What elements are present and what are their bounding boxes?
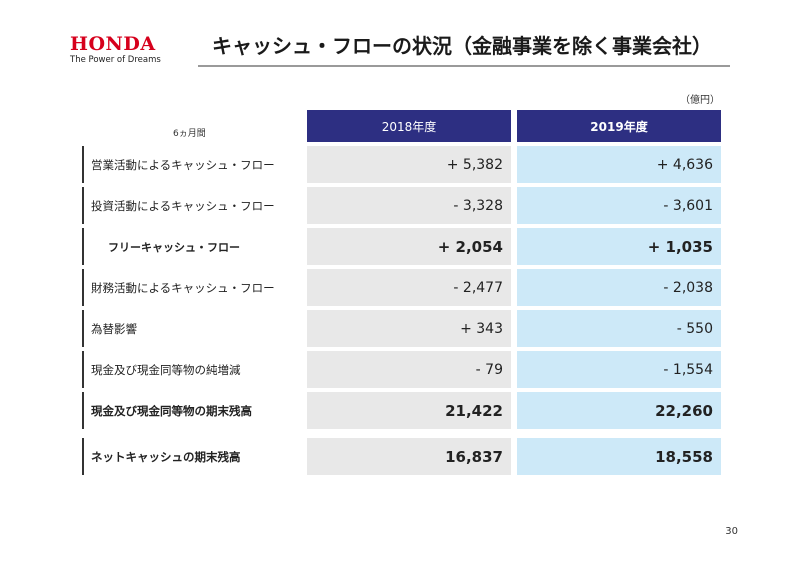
column-header-2019: 2019年度: [517, 110, 721, 142]
row-label: 財務活動によるキャッシュ・フロー: [82, 269, 304, 306]
row-label: 為替影響: [82, 310, 304, 347]
value-2019: + 4,636: [517, 146, 721, 183]
table-row-fx-effect: 為替影響 + 343 - 550: [82, 310, 724, 347]
period-label: 6ヵ月間: [173, 129, 206, 139]
value-2019: - 3,601: [517, 187, 721, 224]
row-label: ネットキャッシュの期末残高: [82, 438, 304, 475]
value-2019: - 1,554: [517, 351, 721, 388]
row-label: 投資活動によるキャッシュ・フロー: [82, 187, 304, 224]
honda-logo: HONDA The Power of Dreams: [70, 34, 182, 65]
table-row-ending-balance: 現金及び現金同等物の期末残高 21,422 22,260: [82, 392, 724, 429]
logo-tagline: The Power of Dreams: [70, 55, 161, 65]
value-2019: - 550: [517, 310, 721, 347]
value-2019: + 1,035: [517, 228, 721, 265]
value-2019: - 2,038: [517, 269, 721, 306]
table-row-net-change: 現金及び現金同等物の純増減 - 79 - 1,554: [82, 351, 724, 388]
value-2018: - 3,328: [307, 187, 511, 224]
value-2018: + 343: [307, 310, 511, 347]
value-2018: - 79: [307, 351, 511, 388]
value-2019: 22,260: [517, 392, 721, 429]
column-header-2018: 2018年度: [307, 110, 511, 142]
table-row-investing-cf: 投資活動によるキャッシュ・フロー - 3,328 - 3,601: [82, 187, 724, 224]
row-label: 現金及び現金同等物の期末残高: [82, 392, 304, 429]
value-2018: - 2,477: [307, 269, 511, 306]
unit-label: （億円）: [680, 95, 720, 106]
row-label: 現金及び現金同等物の純増減: [82, 351, 304, 388]
value-2018: + 5,382: [307, 146, 511, 183]
title-divider: [198, 65, 730, 67]
value-2018: + 2,054: [307, 228, 511, 265]
page-number: 30: [725, 526, 738, 537]
table-row-financing-cf: 財務活動によるキャッシュ・フロー - 2,477 - 2,038: [82, 269, 724, 306]
value-2018: 16,837: [307, 438, 511, 475]
row-label: 営業活動によるキャッシュ・フロー: [82, 146, 304, 183]
table-row-free-cf: フリーキャッシュ・フロー + 2,054 + 1,035: [82, 228, 724, 265]
row-label: フリーキャッシュ・フロー: [82, 228, 304, 265]
value-2018: 21,422: [307, 392, 511, 429]
table-row-operating-cf: 営業活動によるキャッシュ・フロー + 5,382 + 4,636: [82, 146, 724, 183]
value-2019: 18,558: [517, 438, 721, 475]
page-title: キャッシュ・フローの状況（金融事業を除く事業会社）: [212, 34, 712, 58]
logo-wordmark: HONDA: [70, 33, 156, 55]
table-row-net-cash: ネットキャッシュの期末残高 16,837 18,558: [82, 438, 724, 475]
